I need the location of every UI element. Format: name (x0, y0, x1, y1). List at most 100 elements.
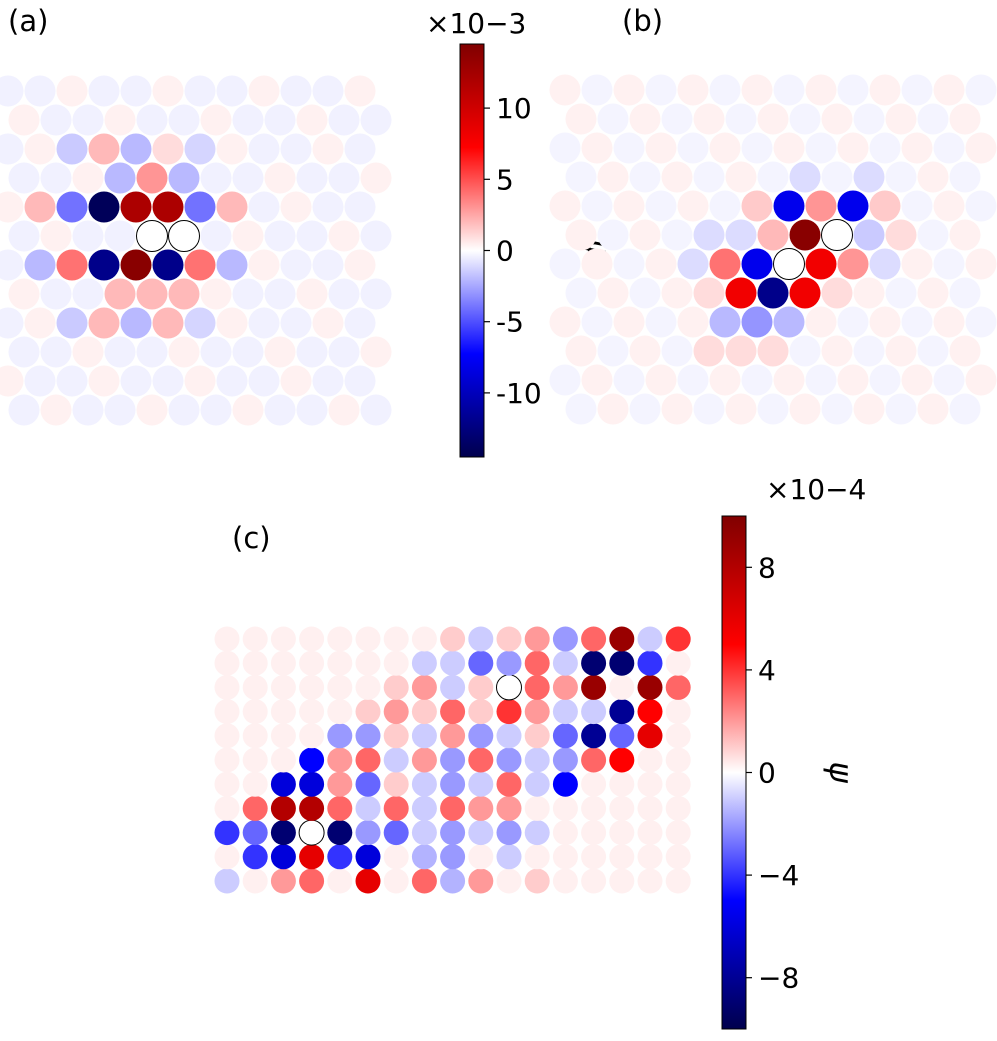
colorbar-top-exponent: ×10−3 (426, 7, 526, 40)
lattice-site (665, 771, 691, 797)
lattice-site (440, 844, 466, 870)
lattice-site (805, 132, 837, 164)
lattice-site (411, 844, 437, 870)
lattice-site (709, 306, 741, 338)
lattice-site (168, 162, 200, 194)
lattice-site (383, 868, 409, 894)
lattice-site (933, 74, 965, 106)
lattice-site (344, 75, 376, 107)
lattice-site (360, 162, 392, 194)
lattice-site (327, 868, 353, 894)
lattice-site (270, 674, 296, 700)
panel-b: (b) (549, 4, 997, 425)
lattice-site (168, 336, 200, 368)
lattice-site (328, 104, 360, 136)
lattice-site (8, 162, 40, 194)
lattice-site (581, 306, 613, 338)
lattice-site (821, 103, 853, 135)
lattice-site (299, 844, 325, 870)
lattice-site (312, 249, 344, 281)
lattice-site (270, 626, 296, 652)
lattice-site (280, 191, 312, 223)
lattice-site (552, 723, 578, 749)
lattice-site (299, 795, 325, 821)
lattice-site (216, 133, 248, 165)
lattice-site (581, 190, 613, 222)
lattice-site (184, 133, 216, 165)
lattice-site (264, 104, 296, 136)
lattice-site (104, 104, 136, 136)
lattice-site (524, 674, 550, 700)
lattice-site (901, 364, 933, 396)
lattice-site (56, 75, 88, 107)
lattice-site (411, 795, 437, 821)
lattice-site (327, 699, 353, 725)
lattice-site (637, 674, 663, 700)
lattice-site (869, 248, 901, 280)
lattice-site (88, 249, 120, 281)
lattice-site (360, 394, 392, 426)
lattice-site (440, 699, 466, 725)
lattice-site (56, 191, 88, 223)
lattice-site (200, 278, 232, 310)
lattice-site (264, 336, 296, 368)
lattice-site (270, 650, 296, 676)
lattice-site (56, 133, 88, 165)
lattice-site (264, 278, 296, 310)
lattice-site (901, 132, 933, 164)
lattice-site (869, 364, 901, 396)
lattice-site (949, 103, 981, 135)
lattice-site (496, 699, 522, 725)
lattice-site (789, 335, 821, 367)
lattice-site (299, 723, 325, 749)
lattice-site (40, 162, 72, 194)
lattice-site (552, 771, 578, 797)
lattice-site (725, 277, 757, 309)
lattice-site (609, 820, 635, 846)
lattice-site (949, 161, 981, 193)
lattice-site (524, 650, 550, 676)
lattice-site (468, 868, 494, 894)
lattice-site (693, 161, 725, 193)
lattice-site (242, 723, 268, 749)
lattice-site (383, 699, 409, 725)
lattice-site (741, 306, 773, 338)
lattice-site (965, 364, 997, 396)
lattice-site (837, 74, 869, 106)
colorbar-tick-label: 4 (758, 654, 776, 687)
lattice-site (789, 393, 821, 425)
lattice-site (949, 393, 981, 425)
lattice-site (613, 132, 645, 164)
lattice-site (965, 190, 997, 222)
lattice-site (270, 699, 296, 725)
lattice-site (355, 820, 381, 846)
lattice-site (120, 307, 152, 339)
lattice-site (725, 103, 757, 135)
lattice-site (853, 103, 885, 135)
lattice-site (645, 306, 677, 338)
lattice-site (72, 162, 104, 194)
lattice-site (214, 820, 240, 846)
lattice-site (609, 747, 635, 773)
lattice-site (214, 844, 240, 870)
colorbar-bottom-ticks: 8 4 0 −4 −8 (746, 551, 799, 995)
lattice-site (869, 74, 901, 106)
lattice-site (440, 795, 466, 821)
lattice-site (136, 278, 168, 310)
lattice-site (709, 248, 741, 280)
lattice-site (296, 220, 328, 252)
lattice-site (248, 75, 280, 107)
lattice-site (949, 219, 981, 251)
lattice-site (270, 723, 296, 749)
lattice-site (609, 868, 635, 894)
lattice-site (773, 306, 805, 338)
lattice-site (104, 162, 136, 194)
lattice-site (383, 723, 409, 749)
lattice-site (56, 365, 88, 397)
lattice-site (184, 365, 216, 397)
lattice-site (468, 699, 494, 725)
lattice-site (629, 103, 661, 135)
lattice-site (789, 219, 821, 251)
lattice-site (168, 278, 200, 310)
lattice-site (637, 868, 663, 894)
